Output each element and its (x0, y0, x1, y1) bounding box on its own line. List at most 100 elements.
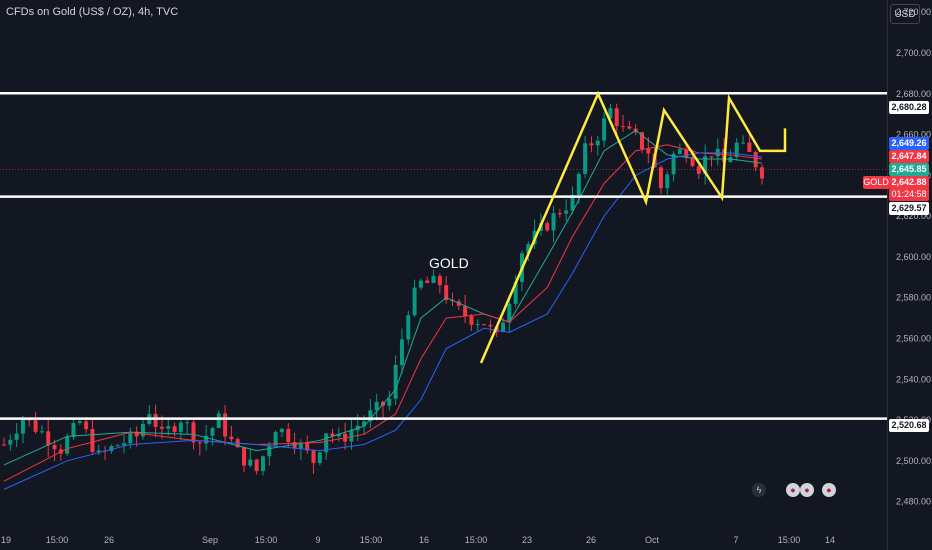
candle-body (109, 446, 114, 451)
candle-body (425, 280, 430, 283)
candle-body (362, 421, 367, 426)
candle-body (513, 281, 518, 304)
candle-body (279, 428, 284, 433)
candle-body (564, 210, 569, 214)
candle-body (475, 324, 480, 326)
x-tick-label: Sep (202, 535, 218, 545)
candle-body (671, 153, 676, 175)
candle-body (292, 442, 297, 449)
candle-body (557, 213, 562, 215)
candle-body (646, 148, 651, 154)
candle-body (747, 142, 752, 152)
x-tick-label: 7 (733, 535, 738, 545)
candle-body (115, 445, 120, 447)
candle-body (437, 275, 442, 286)
x-tick-label: 14 (825, 535, 835, 545)
candle-body (418, 280, 423, 288)
candle-body (349, 430, 354, 442)
moving-average-line (3, 129, 763, 466)
candle-body (444, 285, 449, 301)
x-tick-label: 19 (1, 535, 11, 545)
candle-body (71, 422, 76, 437)
y-tick-label: 2,720.00 (896, 7, 931, 17)
candle-body (393, 364, 398, 399)
candle-body (8, 439, 13, 445)
candle-body (286, 428, 291, 443)
x-tick-label: 15:00 (778, 535, 801, 545)
gold-annotation: GOLD (429, 255, 469, 271)
level-lower-tag: 2,629.57 (889, 202, 929, 215)
candle-body (463, 305, 468, 317)
x-tick-label: 16 (419, 535, 429, 545)
candle-body (178, 422, 183, 432)
candle-body (46, 431, 51, 446)
us-flag-event-icon-2[interactable]: ● (800, 483, 814, 497)
candle-body (27, 419, 32, 421)
ma-green-tag: 2,645.85 (889, 163, 929, 176)
candle-body (583, 143, 588, 174)
us-flag-event-icon[interactable]: ● (786, 483, 800, 497)
candle-body (305, 443, 310, 451)
candle-body (298, 443, 303, 449)
x-tick-label: 23 (522, 535, 532, 545)
candle-body (482, 324, 487, 326)
us-flag-event-icon-3[interactable]: ● (822, 483, 836, 497)
candle-body (96, 450, 101, 453)
x-tick-label: 15:00 (360, 535, 383, 545)
candle-body (677, 149, 682, 154)
symbol-tag: GOLD (863, 176, 889, 189)
candle-body (696, 166, 701, 174)
candle-body (185, 422, 190, 424)
y-tick-label: 2,480.00 (896, 497, 931, 507)
candle-body (602, 118, 607, 141)
candle-body (545, 223, 550, 231)
candle-body (2, 444, 6, 446)
candle-body (336, 433, 341, 437)
candle-body (311, 450, 316, 464)
candle-body (501, 322, 506, 332)
candle-body (399, 339, 404, 365)
y-tick-label: 2,540.00 (896, 374, 931, 384)
candle-body (684, 149, 689, 157)
candle-body (134, 431, 139, 437)
candle-body (166, 426, 171, 429)
ma-blue-tag: 2,649.26 (889, 137, 929, 150)
candle-body (412, 287, 417, 316)
candle-body (159, 426, 164, 429)
candle-body (317, 452, 322, 464)
candle-body (665, 174, 670, 189)
candle-body (741, 142, 746, 144)
candle-body (621, 126, 626, 128)
y-tick-label: 2,620.00 (896, 211, 931, 221)
x-tick-label: Oct (645, 535, 660, 545)
zigzag-pattern-drawing (479, 90, 787, 364)
currency-button[interactable]: USD (890, 4, 920, 24)
chart-title: CFDs on Gold (US$ / OZ), 4h, TVC (6, 6, 179, 18)
y-tick-label: 2,500.00 (896, 456, 931, 466)
candle-body (273, 432, 278, 446)
candle-body (204, 435, 209, 444)
x-tick-label: 15:00 (255, 535, 278, 545)
candle-body (33, 420, 38, 432)
candle-body (229, 436, 234, 440)
candle-body (576, 173, 581, 196)
y-tick-label: 2,680.00 (896, 89, 931, 99)
x-tick-label: 26 (586, 535, 596, 545)
candle-body (595, 140, 600, 146)
x-tick-label: 15:00 (465, 535, 488, 545)
y-tick-label: 2,560.00 (896, 333, 931, 343)
price-axis-divider (887, 0, 888, 550)
y-tick-label: 2,660.00 (896, 130, 931, 140)
y-tick-label: 2,600.00 (896, 252, 931, 262)
candle-body (614, 108, 619, 127)
candle-body (20, 419, 25, 434)
candle-body (431, 275, 436, 283)
candle-body (197, 442, 202, 444)
x-tick-label: 9 (315, 535, 320, 545)
x-tick-label: 26 (104, 535, 114, 545)
lightning-icon[interactable]: ϟ (752, 483, 766, 497)
candle-body (77, 421, 82, 423)
candle-body (374, 401, 379, 411)
candle-body (14, 433, 19, 440)
